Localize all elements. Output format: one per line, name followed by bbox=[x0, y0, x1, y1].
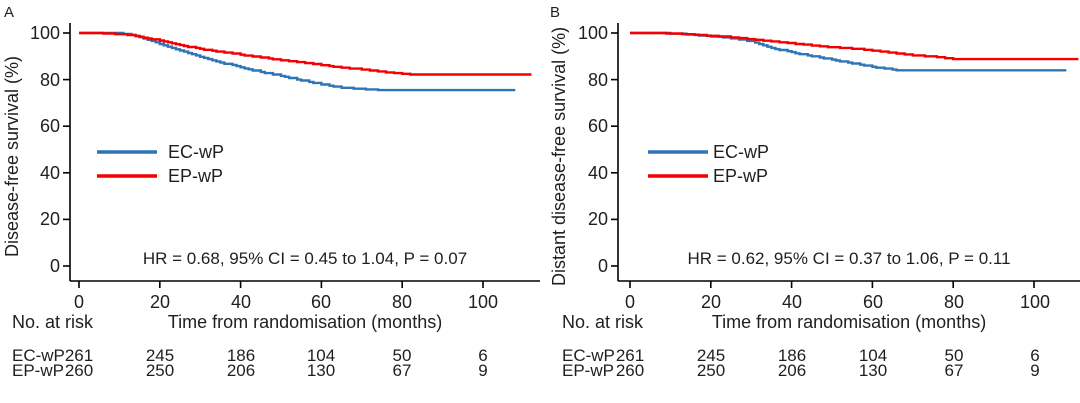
hr-annotation: HR = 0.68, 95% CI = 0.45 to 1.04, P = 0.… bbox=[142, 249, 468, 268]
risk-value: 261 bbox=[615, 346, 645, 365]
risk-value: 6 bbox=[1030, 346, 1040, 365]
risk-value: 245 bbox=[696, 346, 726, 365]
km-plot-B bbox=[611, 23, 1080, 288]
y-tick-label: 60 bbox=[39, 116, 60, 136]
risk-value: 130 bbox=[306, 361, 336, 380]
risk-value: 104 bbox=[306, 346, 336, 365]
y-axis-title: Distant disease-free survival (%) bbox=[549, 26, 569, 286]
y-tick-label: 0 bbox=[597, 256, 608, 276]
y-tick-label: 20 bbox=[39, 209, 60, 229]
x-tick-label: 100 bbox=[1019, 292, 1051, 312]
y-tick-label: 80 bbox=[39, 70, 60, 90]
risk-value: 186 bbox=[226, 346, 256, 365]
x-tick-label: 40 bbox=[781, 292, 803, 312]
risk-value: 186 bbox=[777, 346, 807, 365]
hr-annotation: HR = 0.62, 95% CI = 0.37 to 1.06, P = 0.… bbox=[687, 249, 1011, 268]
x-axis-title: Time from randomisation (months) bbox=[711, 312, 987, 332]
risk-value: 206 bbox=[226, 361, 256, 380]
risk-value: 50 bbox=[944, 346, 964, 365]
risk-value: 250 bbox=[145, 361, 175, 380]
y-tick-label: 0 bbox=[49, 256, 60, 276]
y-tick-label: 80 bbox=[587, 70, 608, 90]
y-tick-label: 40 bbox=[587, 163, 608, 183]
risk-value: 260 bbox=[615, 361, 645, 380]
km-plot-A bbox=[63, 23, 540, 288]
x-tick-label: 20 bbox=[700, 292, 722, 312]
risk-row-name: EP-wP bbox=[562, 361, 614, 380]
x-axis-title: Time from randomisation (months) bbox=[167, 312, 443, 332]
panel-B: B Distant disease-free survival (%) 100 … bbox=[540, 0, 1080, 403]
risk-value: 261 bbox=[64, 346, 94, 365]
legend-label-ep-wp: EP-wP bbox=[168, 166, 224, 186]
y-tick-label: 60 bbox=[587, 116, 608, 136]
y-tick-label: 20 bbox=[587, 209, 608, 229]
y-tick-label: 100 bbox=[29, 23, 60, 43]
risk-value: 260 bbox=[64, 361, 94, 380]
risk-value: 67 bbox=[392, 361, 412, 380]
legend-label-ep-wp: EP-wP bbox=[713, 166, 769, 186]
x-tick-label: 0 bbox=[73, 292, 84, 312]
risk-row-name: EP-wP bbox=[12, 361, 64, 380]
km-curve-EC-wP bbox=[630, 31, 1067, 72]
risk-value: 50 bbox=[392, 346, 412, 365]
risk-value: 67 bbox=[944, 361, 964, 380]
panel-A: A Disease-free survival (%) 100 80 60 40… bbox=[2, 4, 540, 380]
risk-value: 6 bbox=[478, 346, 488, 365]
km-curve-EP-wP bbox=[630, 31, 1079, 61]
risk-table-label: No. at risk bbox=[562, 312, 644, 332]
x-tick-label: 80 bbox=[391, 292, 413, 312]
risk-row-name: EC-wP bbox=[12, 346, 65, 365]
x-tick-label: 40 bbox=[230, 292, 252, 312]
risk-value: 250 bbox=[696, 361, 726, 380]
y-axis-title: Disease-free survival (%) bbox=[2, 55, 22, 257]
risk-value: 9 bbox=[478, 361, 488, 380]
legend-label-ec-wp: EC-wP bbox=[168, 142, 225, 162]
legend-label-ec-wp: EC-wP bbox=[713, 142, 770, 162]
x-tick-label: 60 bbox=[862, 292, 884, 312]
panel-letter: B bbox=[550, 4, 561, 21]
y-tick-label: 100 bbox=[577, 23, 608, 43]
risk-value: 245 bbox=[145, 346, 175, 365]
x-tick-label: 0 bbox=[624, 292, 635, 312]
panel-letter: A bbox=[4, 4, 15, 21]
risk-value: 130 bbox=[858, 361, 888, 380]
x-tick-label: 60 bbox=[310, 292, 332, 312]
risk-row-name: EC-wP bbox=[562, 346, 615, 365]
risk-value: 104 bbox=[858, 346, 888, 365]
risk-value: 9 bbox=[1030, 361, 1040, 380]
risk-table-label: No. at risk bbox=[12, 312, 94, 332]
x-tick-label: 20 bbox=[149, 292, 171, 312]
y-tick-label: 40 bbox=[39, 163, 60, 183]
km-curve-EC-wP bbox=[79, 31, 516, 92]
x-tick-label: 80 bbox=[943, 292, 965, 312]
risk-value: 206 bbox=[777, 361, 807, 380]
x-tick-label: 100 bbox=[467, 292, 499, 312]
km-curve-EP-wP bbox=[79, 31, 532, 76]
